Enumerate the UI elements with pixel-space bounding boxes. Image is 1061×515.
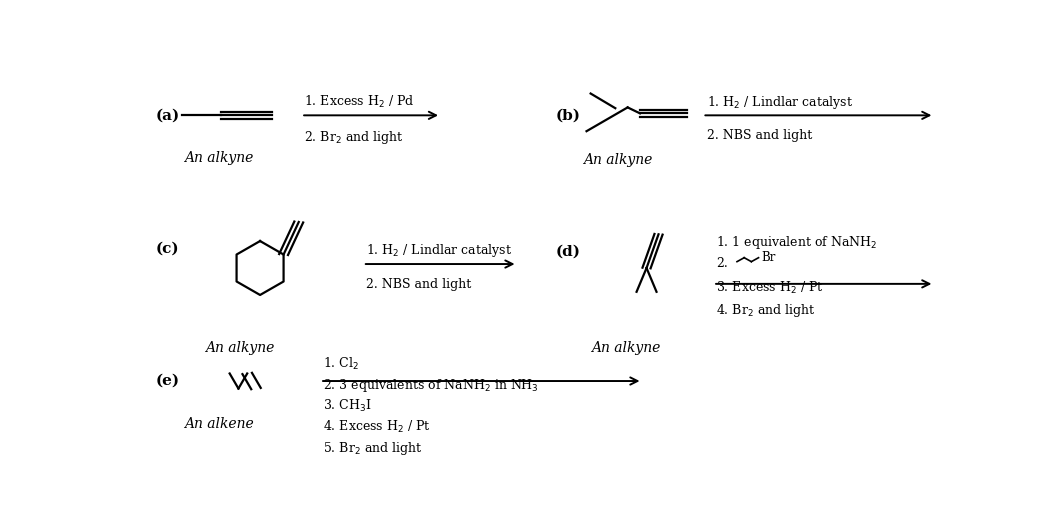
Text: 2. Br$_2$ and light: 2. Br$_2$ and light [303,129,403,146]
Text: (c): (c) [156,241,179,255]
Text: 2. NBS and light: 2. NBS and light [707,129,812,142]
Text: (b): (b) [556,108,581,123]
Text: (a): (a) [156,108,180,123]
Text: 5. Br$_2$ and light: 5. Br$_2$ and light [324,440,423,457]
Text: 4. Excess H$_2$ / Pt: 4. Excess H$_2$ / Pt [324,419,431,435]
Text: 4. Br$_2$ and light: 4. Br$_2$ and light [716,302,816,319]
Text: An alkyne: An alkyne [205,341,274,355]
Text: 2.: 2. [716,257,728,270]
Text: 1. 1 equivalent of NaNH$_2$: 1. 1 equivalent of NaNH$_2$ [716,234,877,251]
Text: 1. Excess H$_2$ / Pd: 1. Excess H$_2$ / Pd [303,94,414,110]
Text: An alkyne: An alkyne [185,151,254,165]
Text: Br: Br [761,251,776,264]
Text: 2. 3 equivalents of NaNH$_2$ in NH$_3$: 2. 3 equivalents of NaNH$_2$ in NH$_3$ [324,377,539,394]
Text: An alkene: An alkene [185,417,254,431]
Text: 1. H$_2$ / Lindlar catalyst: 1. H$_2$ / Lindlar catalyst [366,242,512,259]
Text: (e): (e) [156,374,179,388]
Text: An alkyne: An alkyne [591,341,661,355]
Text: 1. H$_2$ / Lindlar catalyst: 1. H$_2$ / Lindlar catalyst [707,94,853,111]
Text: (d): (d) [556,245,581,259]
Text: 3. CH$_3$I: 3. CH$_3$I [324,398,372,414]
Text: An alkyne: An alkyne [584,153,653,167]
Text: 2. NBS and light: 2. NBS and light [366,278,471,291]
Text: 1. Cl$_2$: 1. Cl$_2$ [324,356,360,372]
Text: 3. Excess H$_2$ / Pt: 3. Excess H$_2$ / Pt [716,280,824,296]
